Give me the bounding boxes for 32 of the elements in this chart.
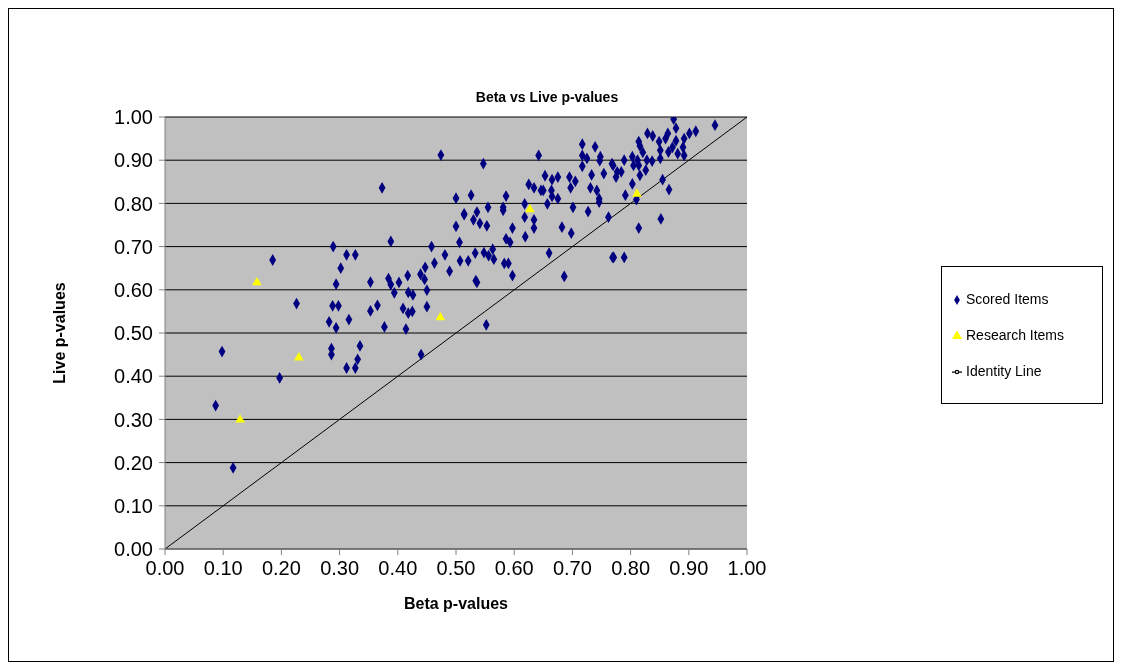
point xyxy=(252,276,262,286)
point xyxy=(435,311,446,321)
point xyxy=(294,352,304,361)
x-tick-label: 0.70 xyxy=(552,557,592,580)
x-tick-label: 0.30 xyxy=(320,557,360,580)
y-tick-label: 0.70 xyxy=(114,235,153,258)
point xyxy=(525,203,535,213)
x-tick-label: 0.90 xyxy=(669,557,709,580)
x-tick-label: 0.20 xyxy=(261,557,301,580)
x-tick-label: 0.10 xyxy=(203,557,243,580)
x-tick-label: 0.40 xyxy=(378,557,418,580)
y-tick-label: 0.80 xyxy=(114,192,153,215)
y-tick-label: 0.90 xyxy=(114,149,153,172)
x-tick-label: 0.80 xyxy=(611,557,651,580)
y-tick-label: 0.50 xyxy=(114,322,153,345)
y-tick-label: 1.00 xyxy=(114,106,153,129)
x-axis-title: Beta p-values xyxy=(403,595,509,612)
y-tick-label: 0.60 xyxy=(114,278,153,301)
point xyxy=(235,414,245,423)
y-tick-label: 0.10 xyxy=(114,494,153,517)
y-tick-label: 0.20 xyxy=(114,451,153,474)
legend-label: Research Items xyxy=(966,327,1065,343)
y-tick-label: 0.40 xyxy=(114,365,153,388)
point xyxy=(632,188,642,197)
x-tick-label: 1.00 xyxy=(727,557,767,580)
legend-label: Identity Line xyxy=(966,363,1042,379)
x-tick-label: 0.50 xyxy=(436,557,476,580)
y-axis-title: Live p-values xyxy=(50,282,68,384)
legend-label: Scored Items xyxy=(966,291,1049,307)
chart-title: Beta vs Live p-values xyxy=(474,89,620,105)
x-tick-label: 0.60 xyxy=(494,557,534,580)
y-tick-label: 0.30 xyxy=(114,408,153,431)
